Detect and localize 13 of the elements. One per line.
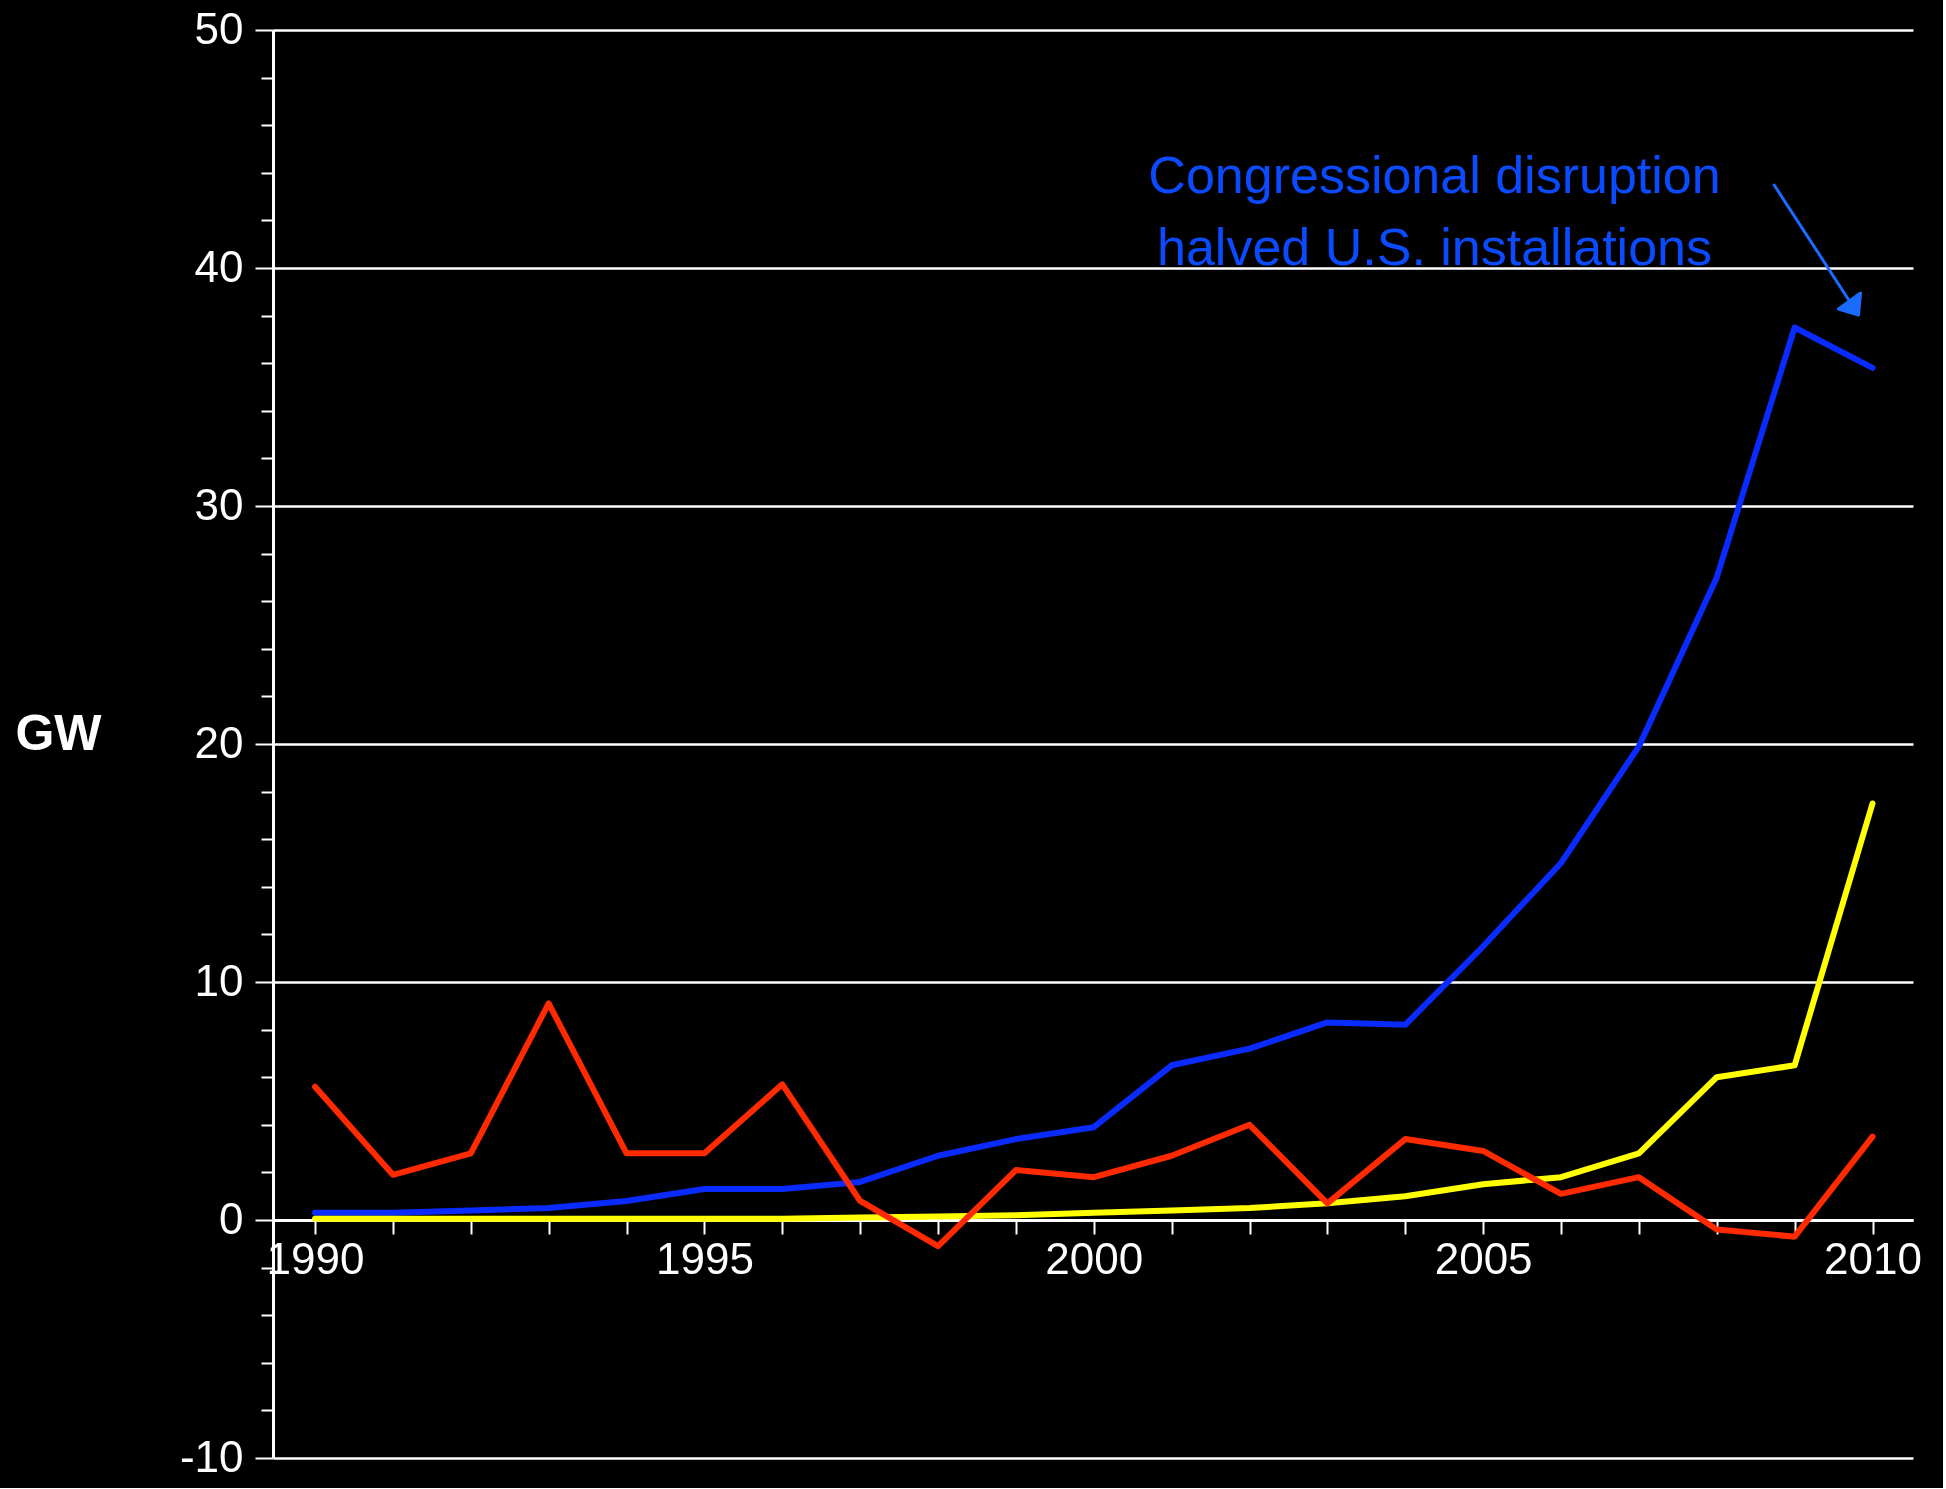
y-tick-label: -10 [179, 1431, 244, 1481]
x-tick-label: 2005 [1434, 1233, 1533, 1283]
annotation: Congressional disruption halved U.S. installations [1148, 145, 1721, 276]
y-tick-label: 0 [219, 1193, 244, 1243]
x-tick-label: 2010 [1824, 1233, 1922, 1283]
x-tick-label: 1995 [655, 1233, 754, 1283]
x-tick-label: 2000 [1045, 1233, 1144, 1283]
y-tick-label: 10 [194, 955, 244, 1005]
y-axis-title: GW [15, 704, 103, 761]
y-tick-label: 20 [194, 717, 244, 767]
y-tick-label: 40 [194, 241, 244, 291]
y-tick-label: 50 [194, 3, 244, 53]
y-tick-label: 30 [194, 479, 244, 529]
